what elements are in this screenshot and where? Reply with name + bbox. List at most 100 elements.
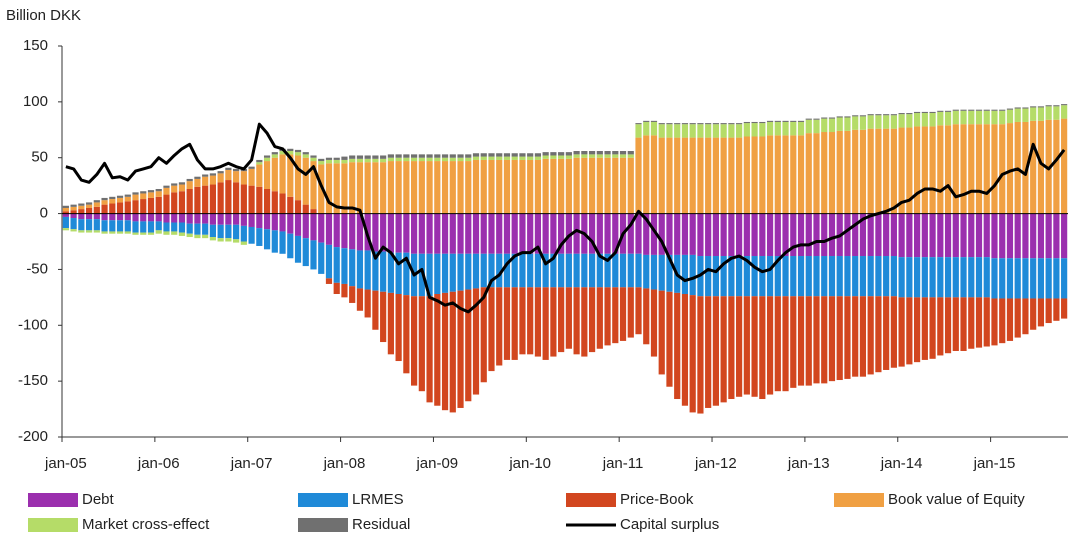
bar-segment: [991, 124, 998, 214]
bar-segment: [426, 157, 433, 162]
bar-segment: [821, 296, 828, 384]
bar-segment: [852, 256, 859, 297]
bar-segment: [302, 204, 309, 214]
bar-segment: [256, 162, 263, 165]
bar-segment: [349, 158, 356, 163]
bar-segment: [952, 109, 959, 111]
bar-segment: [658, 290, 665, 375]
bar-segment: [828, 296, 836, 382]
bar-segment: [534, 153, 542, 157]
bar-segment: [534, 287, 542, 357]
bar-segment: [225, 170, 232, 181]
bar-segment: [418, 213, 425, 254]
bar-segment: [883, 114, 890, 116]
bar-segment: [952, 110, 959, 125]
bar-segment: [527, 159, 534, 214]
bar-segment: [689, 295, 696, 413]
bar-segment: [797, 120, 805, 122]
bar-segment: [859, 296, 867, 377]
bar-segment: [619, 287, 627, 341]
bar-segment: [279, 151, 286, 155]
bar-segment: [666, 254, 673, 292]
bar-segment: [202, 213, 209, 224]
bar-segment: [774, 135, 781, 214]
legend-label: Residual: [352, 516, 410, 533]
bar-segment: [457, 213, 464, 254]
bar-segment: [341, 283, 348, 298]
bar-segment: [310, 213, 317, 241]
bar-segment: [650, 289, 658, 357]
bar-segment: [751, 136, 758, 214]
bar-segment: [109, 213, 116, 221]
bar-segment: [488, 253, 495, 288]
bar-segment: [859, 213, 867, 257]
bar-segment: [581, 151, 588, 155]
legend-label: Market cross-effect: [82, 516, 210, 533]
bar-segment: [883, 115, 890, 129]
bar-segment: [697, 137, 704, 214]
bar-segment: [511, 287, 518, 360]
bar-segment: [960, 297, 967, 351]
bar-segment: [233, 239, 240, 243]
bar-segment: [643, 288, 650, 345]
bar-segment: [766, 256, 774, 297]
bar-segment: [263, 188, 271, 214]
bar-segment: [178, 191, 186, 214]
bar-segment: [604, 287, 611, 346]
legend-swatch: [298, 493, 348, 507]
bar-segment: [573, 157, 580, 214]
bar-segment: [318, 242, 325, 274]
bar-segment: [132, 192, 139, 195]
bar-segment: [101, 220, 108, 232]
bar-segment: [890, 296, 897, 368]
bar-segment: [411, 157, 418, 162]
bar-segment: [875, 128, 882, 214]
bar-segment: [387, 292, 394, 355]
bar-segment: [774, 120, 781, 122]
bar-segment: [310, 157, 317, 162]
bar-segment: [318, 161, 325, 165]
bar-segment: [116, 202, 124, 214]
bar-segment: [217, 238, 224, 242]
bar-segment: [217, 182, 224, 214]
bar-segment: [78, 213, 85, 220]
bar-segment: [163, 194, 170, 214]
bar-segment: [325, 244, 333, 279]
bar-segment: [240, 241, 247, 245]
bar-segment: [975, 257, 983, 298]
bar-segment: [325, 278, 333, 284]
bar-segment: [558, 155, 565, 159]
bar-segment: [511, 159, 518, 214]
bar-segment: [720, 124, 727, 138]
bar-segment: [496, 153, 503, 157]
bar-segment: [248, 185, 255, 214]
bar-segment: [774, 296, 781, 392]
bar-segment: [441, 292, 449, 411]
bar-segment: [263, 157, 271, 162]
bar-segment: [805, 119, 812, 134]
bar-segment: [1061, 213, 1068, 259]
bar-segment: [968, 109, 975, 111]
bar-segment: [287, 148, 294, 152]
bar-segment: [565, 155, 572, 159]
bar-segment: [496, 156, 503, 160]
bar-segment: [914, 213, 921, 258]
x-tick-label: jan-12: [694, 455, 737, 472]
bar-segment: [542, 158, 549, 214]
bar-segment: [867, 256, 874, 297]
bar-segment: [914, 297, 921, 363]
bar-segment: [349, 213, 356, 250]
bar-segment: [705, 137, 712, 214]
bar-segment: [774, 256, 781, 297]
bar-segment: [279, 213, 286, 232]
bar-segment: [202, 176, 209, 186]
bar-segment: [163, 185, 170, 188]
bar-segment: [186, 178, 193, 182]
bar-segment: [263, 213, 271, 230]
bar-segment: [573, 151, 580, 155]
bar-segment: [898, 213, 905, 258]
bar-segment: [828, 118, 836, 133]
bar-segment: [449, 154, 456, 158]
bar-segment: [124, 220, 131, 232]
bar-segment: [457, 290, 464, 408]
